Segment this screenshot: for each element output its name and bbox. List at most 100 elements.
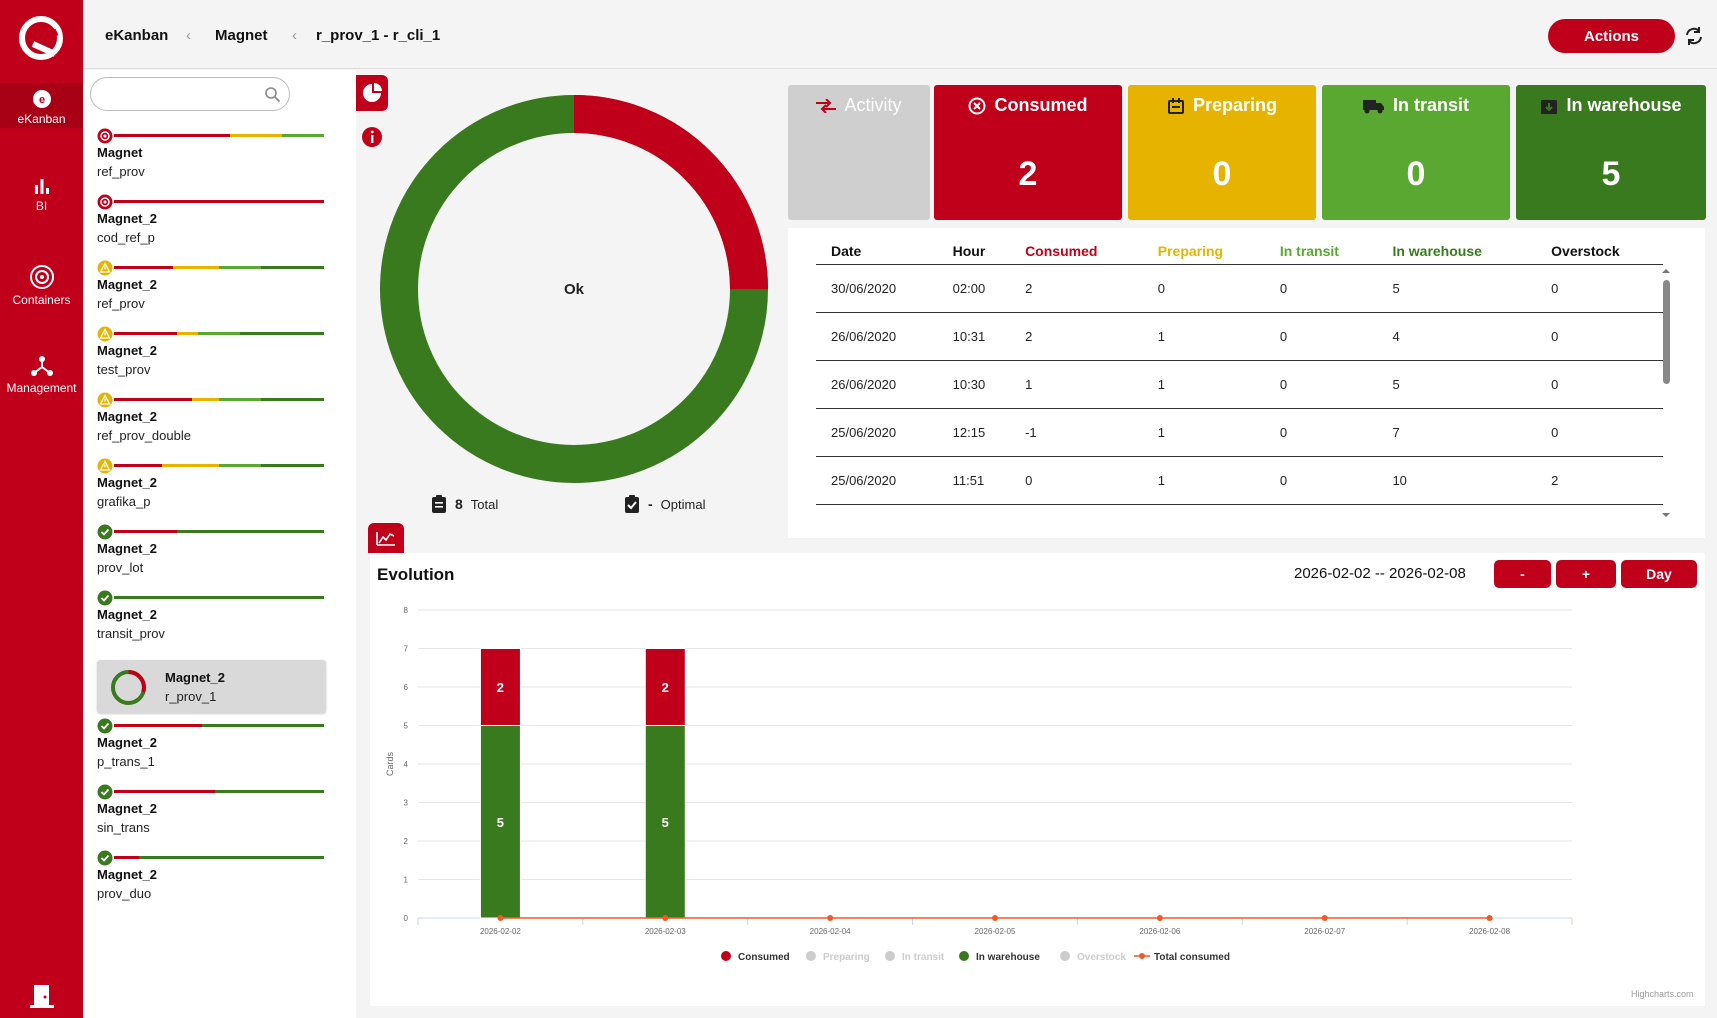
scroll-up-icon[interactable] — [1660, 266, 1672, 276]
evolution-tab[interactable] — [368, 523, 404, 553]
table-cell: 0 — [1536, 312, 1663, 361]
x-tick-label: 2026-02-08 — [1469, 927, 1510, 936]
consumed-card[interactable]: Consumed 2 — [934, 85, 1122, 220]
network-icon — [30, 356, 53, 376]
table-cell: 25/06/2020 — [816, 408, 938, 457]
line-point — [1321, 915, 1328, 921]
y-axis-label: Cards — [385, 752, 395, 777]
line-point — [992, 915, 998, 921]
warehouse-box-icon — [1541, 99, 1558, 114]
status-ring-icon — [111, 670, 146, 705]
rail-item-label: Containers — [12, 293, 71, 307]
table-cell: 0 — [1536, 264, 1663, 313]
stock-level-bar — [114, 724, 324, 727]
table-cell: 0 — [1264, 312, 1378, 361]
actions-button[interactable]: Actions — [1548, 19, 1675, 53]
error-status-icon — [97, 194, 113, 210]
ok-status-icon — [97, 784, 113, 800]
stock-level-segment — [114, 200, 324, 203]
scrollbar-thumb[interactable] — [1663, 280, 1670, 384]
list-item[interactable]: Magnet_2 sin_trans — [97, 784, 324, 844]
column-header: In warehouse — [1377, 238, 1537, 265]
rail-item-containers[interactable]: Containers — [0, 264, 83, 307]
table-cell: 26/06/2020 — [816, 312, 938, 361]
table-cell: 0 — [1010, 504, 1143, 521]
scroll-down-icon[interactable] — [1660, 510, 1672, 520]
line-chart-icon — [376, 532, 395, 546]
rail-item-management[interactable]: Management — [0, 354, 83, 395]
history-table: Date Hour Consumed Preparing In transit In wa… — [816, 238, 1663, 521]
rail-item-bi[interactable]: BI — [0, 176, 83, 213]
preparing-card[interactable]: Preparing 0 — [1128, 85, 1316, 220]
pie-chart-tab[interactable] — [356, 75, 388, 111]
next-period-button[interactable]: + — [1556, 560, 1616, 588]
table-scrollbar[interactable] — [1660, 266, 1672, 520]
rail-item-label: eKanban — [17, 112, 66, 126]
breadcrumb-ekanban[interactable]: eKanban — [105, 27, 169, 44]
donut-center-label: Ok — [564, 281, 585, 298]
column-header: Overstock — [1536, 238, 1663, 265]
list-item-title: Magnet_2 — [97, 541, 157, 556]
line-point — [497, 915, 504, 921]
in-warehouse-label: In warehouse — [1566, 95, 1682, 115]
list-item[interactable]: Magnet_2 prov_lot — [97, 524, 324, 584]
in-transit-card[interactable]: In transit 0 — [1322, 85, 1510, 220]
date-range: 2026-02-02 -- 2026-02-08 — [1294, 565, 1466, 582]
x-tick-label: 2026-02-07 — [1304, 927, 1345, 936]
stock-level-segment — [260, 398, 324, 401]
activity-card[interactable]: Activity — [788, 85, 930, 220]
table-cell: 1 — [1536, 504, 1663, 521]
ok-status-icon — [97, 524, 113, 540]
list-item[interactable]: Magnet_2 r_prov_1 — [97, 660, 326, 713]
legend-item-label: Overstock — [1077, 952, 1126, 963]
list-item[interactable]: Magnet_2 cod_ref_p — [97, 194, 324, 254]
search-icon[interactable] — [264, 86, 281, 103]
y-tick-label: 6 — [404, 683, 409, 692]
preparing-value: 0 — [1212, 155, 1232, 193]
history-table-scroll[interactable]: Date Hour Consumed Preparing In transit In wa… — [816, 238, 1663, 521]
previous-period-button[interactable]: - — [1494, 560, 1551, 588]
table-cell: 0 — [1536, 408, 1663, 457]
table-cell: 09:00 — [937, 504, 1011, 521]
stock-level-segment — [218, 266, 261, 269]
app-logo-icon[interactable] — [17, 14, 65, 62]
list-item[interactable]: Magnet_2 prov_duo — [97, 850, 324, 910]
breadcrumb-magnet[interactable]: Magnet — [215, 27, 268, 44]
table-cell: 1 — [1010, 360, 1143, 409]
list-item[interactable]: Magnet_2 grafika_p — [97, 458, 324, 518]
list-item[interactable]: Magnet_2 test_prov — [97, 326, 324, 386]
preparing-label: Preparing — [1192, 95, 1278, 115]
activity-label: Activity — [844, 95, 902, 115]
in-warehouse-card[interactable]: In warehouse 5 — [1516, 85, 1706, 220]
table-row: 25/06/202009:0001091 — [816, 504, 1663, 521]
rail-item-label: BI — [35, 199, 48, 213]
table-cell: 1 — [1142, 408, 1265, 457]
search-input[interactable] — [101, 84, 261, 104]
rail-item-ekanban[interactable]: e eKanban — [0, 83, 83, 128]
table-cell: 1 — [1142, 312, 1265, 361]
list-item[interactable]: Magnet_2 ref_prov — [97, 260, 324, 320]
search-box — [90, 77, 290, 111]
table-cell: 0 — [1010, 456, 1143, 505]
column-header: Consumed — [1010, 238, 1143, 265]
logout-icon[interactable] — [30, 983, 54, 1009]
stock-level-segment — [229, 134, 282, 137]
list-item[interactable]: Magnet_2 ref_prov_double — [97, 392, 324, 452]
refresh-icon[interactable] — [1684, 26, 1704, 46]
list-item[interactable]: Magnet_2 transit_prov — [97, 590, 324, 650]
granularity-day-button[interactable]: Day — [1621, 560, 1697, 588]
list-item[interactable]: Magnet_2 p_trans_1 — [97, 718, 324, 778]
chart-credits[interactable]: Highcharts.com — [1631, 989, 1694, 999]
list-item-subtitle: r_prov_1 — [165, 689, 217, 704]
truck-icon — [1362, 99, 1384, 113]
y-tick-label: 3 — [404, 799, 409, 808]
x-tick-label: 2026-02-06 — [1139, 927, 1180, 936]
list-item-title: Magnet_2 — [97, 409, 157, 424]
info-icon[interactable] — [360, 125, 384, 149]
list-item[interactable]: Magnet ref_prov — [97, 128, 324, 188]
list-item-title: Magnet_2 — [97, 475, 157, 490]
list-item-title: Magnet_2 — [165, 670, 225, 685]
list-item-title: Magnet_2 — [97, 211, 157, 226]
warning-status-icon — [97, 392, 113, 408]
legend-item-label: Total consumed — [1154, 952, 1230, 963]
